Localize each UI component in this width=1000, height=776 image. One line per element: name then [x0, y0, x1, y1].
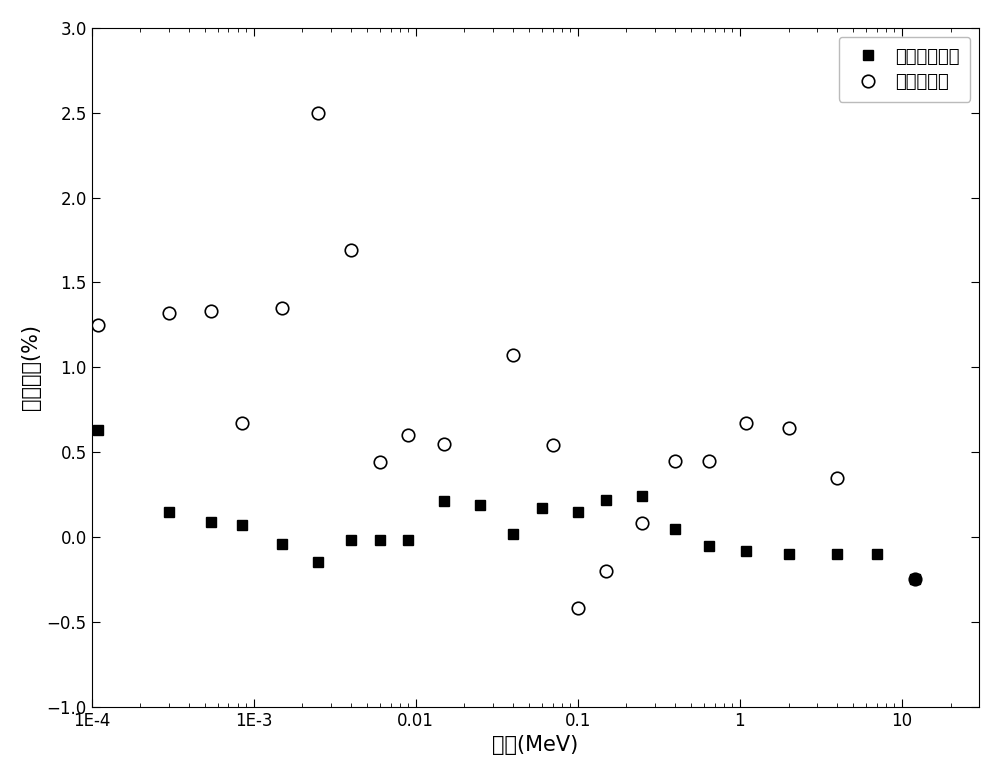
混合计算方法 — [669, 524, 681, 533]
确定论方法 — [236, 418, 248, 428]
确定论方法 — [909, 575, 921, 584]
混合计算方法 — [402, 535, 414, 545]
混合计算方法 — [871, 549, 883, 559]
混合计算方法 — [312, 558, 324, 567]
混合计算方法 — [783, 549, 795, 559]
确定论方法 — [163, 308, 175, 317]
确定论方法 — [669, 456, 681, 466]
确定论方法 — [92, 320, 104, 330]
X-axis label: 能量(MeV): 能量(MeV) — [492, 735, 578, 755]
确定论方法 — [374, 458, 386, 467]
Legend: 混合计算方法, 确定论方法: 混合计算方法, 确定论方法 — [839, 37, 970, 102]
确定论方法 — [276, 303, 288, 313]
Line: 混合计算方法: 混合计算方法 — [93, 425, 920, 584]
Line: 确定论方法: 确定论方法 — [92, 106, 921, 615]
混合计算方法 — [236, 521, 248, 530]
混合计算方法 — [572, 507, 584, 516]
确定论方法 — [740, 418, 752, 428]
混合计算方法 — [909, 575, 921, 584]
混合计算方法 — [740, 546, 752, 556]
混合计算方法 — [600, 495, 612, 504]
混合计算方法 — [163, 507, 175, 516]
Y-axis label: 相对误差(%): 相对误差(%) — [21, 324, 41, 411]
确定论方法 — [572, 604, 584, 613]
确定论方法 — [600, 566, 612, 576]
确定论方法 — [831, 473, 843, 482]
混合计算方法 — [345, 535, 357, 545]
混合计算方法 — [474, 500, 486, 509]
混合计算方法 — [374, 535, 386, 545]
混合计算方法 — [636, 492, 648, 501]
混合计算方法 — [507, 529, 519, 539]
确定论方法 — [507, 351, 519, 360]
混合计算方法 — [536, 504, 548, 513]
混合计算方法 — [276, 539, 288, 549]
混合计算方法 — [831, 549, 843, 559]
确定论方法 — [636, 519, 648, 528]
确定论方法 — [345, 245, 357, 255]
确定论方法 — [547, 441, 559, 450]
确定论方法 — [312, 108, 324, 117]
确定论方法 — [205, 307, 217, 316]
混合计算方法 — [92, 425, 104, 435]
混合计算方法 — [703, 541, 715, 550]
混合计算方法 — [438, 497, 450, 506]
混合计算方法 — [205, 517, 217, 526]
确定论方法 — [438, 439, 450, 449]
确定论方法 — [402, 431, 414, 440]
确定论方法 — [783, 424, 795, 433]
确定论方法 — [703, 456, 715, 466]
